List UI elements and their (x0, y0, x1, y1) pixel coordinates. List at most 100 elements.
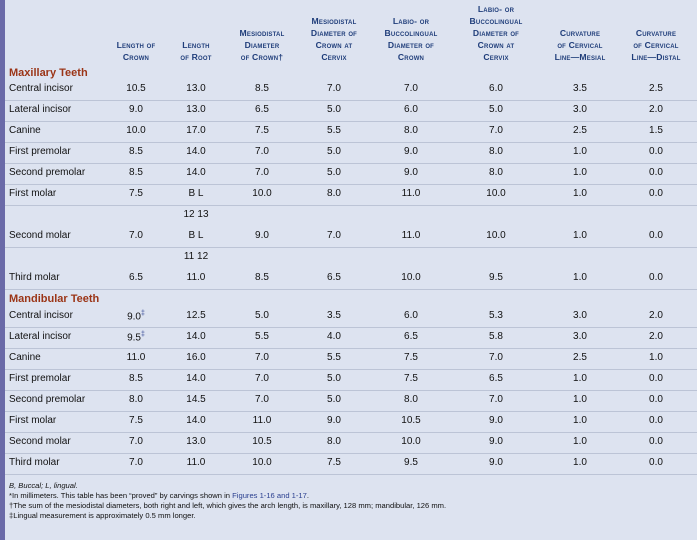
table-row: Lateral incisor 9.0 13.0 6.5 5.0 6.0 5.0 3.0 2.0 (5, 100, 697, 122)
cell-value: 10.0 (252, 188, 272, 199)
cell-value: 1.0 (573, 167, 587, 178)
cell-value: 14.0 (186, 373, 206, 384)
cell-value: 5.0 (327, 167, 341, 178)
cell-value: 7.0 (255, 146, 269, 157)
cell-value: 16.0 (186, 352, 206, 363)
footnote-3: ‡Lingual measurement is approximately 0.… (9, 511, 196, 520)
column-header-3: Mesiodistal Diameter of Crown† (239, 28, 285, 62)
footnote-abbrev: B, Buccal; L, lingual. (9, 481, 78, 490)
cell-value: 0.0 (649, 146, 663, 157)
cell-value: 8.0 (489, 146, 503, 157)
cell-value: 7.0 (404, 83, 418, 94)
cell-value: 13.0 (186, 83, 206, 94)
cell-value: 0.0 (649, 436, 663, 447)
cell-value: 13.0 (186, 104, 206, 115)
cell-value: 9.5 (404, 457, 418, 468)
cell-value: 5.0 (255, 310, 269, 321)
cell-value: 5.5 (327, 125, 341, 136)
table-row: Canine 10.0 17.0 7.5 5.5 8.0 7.0 2.5 1.5 (5, 121, 697, 143)
tooth-name: First premolar (9, 146, 71, 157)
tooth-name: First premolar (9, 373, 71, 384)
cell-value: 10.0 (401, 272, 421, 283)
table-row: First premolar 8.5 14.0 7.0 5.0 7.5 6.5 1.0 0.0 (5, 369, 697, 391)
cell-value: 5.0 (327, 373, 341, 384)
cell-value: 5.5 (255, 331, 269, 342)
cell-value: 8.5 (129, 167, 143, 178)
cell-value: 7.0 (255, 373, 269, 384)
cell-value: 10.5 (252, 436, 272, 447)
column-header-4: Mesiodistal Diameter of Crown at Cervix (310, 16, 358, 62)
footnote-2: †The sum of the mesiodistal diameters, b… (9, 501, 447, 510)
cell-value: 17.0 (186, 125, 206, 136)
cell-value: 2.0 (649, 310, 663, 321)
cell-value: 10.0 (486, 188, 506, 199)
cell-value: 11.0 (186, 272, 206, 283)
cell-value: 7.5 (327, 457, 341, 468)
table-row: Third molar 6.5 11.0 8.5 6.5 10.0 9.5 1.0 0.0 (5, 268, 697, 290)
cell-value: 2.0 (649, 104, 663, 115)
tooth-name: Central incisor (9, 310, 73, 321)
cell-value: 7.5 (129, 188, 143, 199)
cell-value: 8.0 (404, 394, 418, 405)
column-header-8: Curvature of Cervical Line—Distal (631, 28, 681, 62)
footnote-1: *In millimeters. This table has been “pr… (9, 491, 309, 500)
cell-value: 10.0 (486, 230, 506, 241)
cell-value: 14.0 (186, 146, 206, 157)
cell-value: 7.0 (327, 230, 341, 241)
cell-value: 5.5 (327, 352, 341, 363)
table-row: Central incisor 10.5 13.0 8.5 7.0 7.0 6.0 3.5 2.… (5, 79, 697, 101)
cell-value: 11.0 (401, 188, 421, 199)
table-row: First molar 7.5 14.0 11.0 9.0 10.5 9.0 1.0 0.0 (5, 411, 697, 433)
section-maxillary: Maxillary Teeth (9, 67, 88, 79)
table-row: Lateral incisor 9.5‡ 14.0 5.5 4.0 6.5 5.8 3.0 2.… (5, 327, 697, 349)
cell-value: 9.0 (255, 230, 269, 241)
cell-value: 10.5 (401, 415, 421, 426)
tooth-name: Second premolar (9, 394, 86, 405)
cell-value: 7.0 (129, 230, 143, 241)
tooth-name: Second molar (9, 436, 71, 447)
cell-value: 9.0 (327, 415, 341, 426)
tooth-name: Third molar (9, 272, 60, 283)
cell-value: 1.0 (573, 436, 587, 447)
cell-value: 8.5 (255, 83, 269, 94)
column-header-6: Labio- or Buccolingual Diameter of Crown at… (469, 4, 523, 62)
cell-value: 14.5 (186, 394, 206, 405)
tooth-name: First molar (9, 188, 57, 199)
cell-value: 1.0 (573, 457, 587, 468)
cell-value: 9.0 (489, 457, 503, 468)
cell-value: 3.5 (327, 310, 341, 321)
cell-value: 1.0 (573, 373, 587, 384)
cell-value: 9.5‡ (127, 331, 145, 344)
cell-value: 2.5 (573, 125, 587, 136)
section-mandibular: Mandibular Teeth (9, 293, 100, 305)
cell-value: 0.0 (649, 415, 663, 426)
table-row: First molar 7.5 B L 10.0 8.0 11.0 10.0 1.0 0.0 (5, 184, 697, 206)
tooth-name: Lateral incisor (9, 331, 72, 342)
cell-value: 11.0 (126, 352, 146, 363)
cell-value: 1.0 (649, 352, 663, 363)
figures-link[interactable]: Figures 1-16 and 1-17 (232, 491, 307, 500)
cell-value: 1.0 (573, 394, 587, 405)
cell-value: 0.0 (649, 373, 663, 384)
cell-value: 1.0 (573, 415, 587, 426)
cell-value: 14.0 (186, 415, 206, 426)
tooth-name: Second molar (9, 230, 71, 241)
cell-value: 9.0 (404, 167, 418, 178)
cell-value: 0.0 (649, 167, 663, 178)
column-header-7: Curvature of Cervical Line—Mesial (554, 28, 606, 62)
cell-value: 5.0 (489, 104, 503, 115)
cell-value: 2.0 (649, 331, 663, 342)
cell-value: 0.0 (649, 230, 663, 241)
cell-value: 9.0‡ (127, 310, 145, 323)
cell-value: 7.0 (255, 352, 269, 363)
table-row: Third molar 7.0 11.0 10.0 7.5 9.5 9.0 1.0 0.0 (5, 453, 697, 475)
cell-value: 6.5 (129, 272, 143, 283)
cell-value: 8.0 (129, 394, 143, 405)
cell-value: 3.0 (573, 104, 587, 115)
cell-value: 2.5 (573, 352, 587, 363)
table-row: Canine 11.0 16.0 7.0 5.5 7.5 7.0 2.5 1.0 (5, 348, 697, 370)
cell-value: 1.0 (573, 146, 587, 157)
cell-value: 11.0 (252, 415, 272, 426)
cell-value: 7.0 (129, 436, 143, 447)
table-row: First premolar 8.5 14.0 7.0 5.0 9.0 8.0 1.0 0.0 (5, 142, 697, 164)
